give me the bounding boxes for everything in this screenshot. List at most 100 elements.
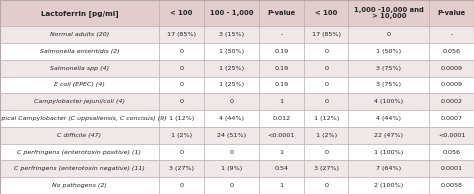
Bar [429, 43, 474, 60]
Bar [348, 60, 429, 76]
Text: P-value: P-value [267, 10, 295, 16]
Bar [429, 26, 474, 43]
Bar [348, 43, 429, 60]
Text: No pathogens (2): No pathogens (2) [52, 183, 107, 188]
Bar [304, 127, 348, 144]
Text: 0: 0 [229, 183, 233, 188]
Bar [259, 60, 304, 76]
Text: P-value: P-value [438, 10, 466, 16]
Text: 0.0009: 0.0009 [441, 82, 463, 87]
Text: 0.0058: 0.0058 [441, 183, 463, 188]
Text: 0: 0 [324, 49, 328, 54]
Bar [259, 43, 304, 60]
Text: 1,000 -10,000 and
> 10,000: 1,000 -10,000 and > 10,000 [354, 7, 424, 19]
Bar [348, 0, 429, 26]
Bar [304, 144, 348, 160]
Bar [159, 93, 204, 110]
Text: 0.0001: 0.0001 [441, 166, 463, 171]
Bar [259, 160, 304, 177]
Text: 0.0007: 0.0007 [441, 116, 463, 121]
Bar [304, 93, 348, 110]
Bar [204, 76, 259, 93]
Text: Salmonella enteritidis (2): Salmonella enteritidis (2) [39, 49, 119, 54]
Bar [348, 144, 429, 160]
Text: Campylobacter jejuni/coli (4): Campylobacter jejuni/coli (4) [34, 99, 125, 104]
Text: 0: 0 [179, 82, 183, 87]
Bar [159, 127, 204, 144]
Text: 0: 0 [387, 32, 391, 37]
Bar [0, 26, 159, 43]
Text: 0: 0 [324, 82, 328, 87]
Bar [429, 93, 474, 110]
Bar [259, 76, 304, 93]
Text: 0: 0 [324, 150, 328, 155]
Bar [204, 127, 259, 144]
Text: 3 (15%): 3 (15%) [219, 32, 244, 37]
Bar [348, 93, 429, 110]
Text: 1: 1 [279, 183, 283, 188]
Text: <0.0001: <0.0001 [438, 133, 465, 138]
Text: 22 (47%): 22 (47%) [374, 133, 403, 138]
Text: 3 (27%): 3 (27%) [314, 166, 338, 171]
Text: 1: 1 [279, 150, 283, 155]
Bar [0, 0, 159, 26]
Text: 1 (12%): 1 (12%) [313, 116, 339, 121]
Text: 0: 0 [179, 99, 183, 104]
Text: 1 (25%): 1 (25%) [219, 82, 244, 87]
Text: 17 (85%): 17 (85%) [167, 32, 196, 37]
Text: 0: 0 [179, 150, 183, 155]
Text: -: - [450, 32, 453, 37]
Bar [429, 160, 474, 177]
Bar [159, 160, 204, 177]
Bar [159, 144, 204, 160]
Text: 1 (2%): 1 (2%) [316, 133, 337, 138]
Bar [348, 110, 429, 127]
Bar [348, 160, 429, 177]
Text: 1 (50%): 1 (50%) [376, 49, 401, 54]
Text: C perfringens (enterotoxin negative) (11): C perfringens (enterotoxin negative) (11… [14, 166, 145, 171]
Text: 1 (25%): 1 (25%) [219, 66, 244, 71]
Bar [204, 177, 259, 194]
Bar [259, 0, 304, 26]
Text: 0.54: 0.54 [274, 166, 289, 171]
Text: 0: 0 [324, 66, 328, 71]
Text: Lactoferrin [pg/ml]: Lactoferrin [pg/ml] [41, 10, 118, 16]
Bar [204, 26, 259, 43]
Text: 1 (50%): 1 (50%) [219, 49, 244, 54]
Bar [159, 43, 204, 60]
Text: 0: 0 [179, 66, 183, 71]
Text: -: - [280, 32, 283, 37]
Bar [304, 0, 348, 26]
Bar [159, 0, 204, 26]
Text: 0.19: 0.19 [274, 49, 289, 54]
Text: <0.0001: <0.0001 [268, 133, 295, 138]
Bar [204, 0, 259, 26]
Bar [0, 144, 159, 160]
Text: 0: 0 [324, 183, 328, 188]
Bar [429, 144, 474, 160]
Text: < 100: < 100 [315, 10, 337, 16]
Text: 17 (85%): 17 (85%) [311, 32, 341, 37]
Text: 24 (51%): 24 (51%) [217, 133, 246, 138]
Bar [259, 144, 304, 160]
Bar [204, 43, 259, 60]
Bar [159, 76, 204, 93]
Text: 0.0002: 0.0002 [441, 99, 463, 104]
Text: Salmonella spp (4): Salmonella spp (4) [50, 66, 109, 71]
Bar [259, 26, 304, 43]
Text: 4 (44%): 4 (44%) [376, 116, 401, 121]
Text: C difficile (47): C difficile (47) [57, 133, 101, 138]
Bar [304, 76, 348, 93]
Text: 0.012: 0.012 [273, 116, 291, 121]
Bar [259, 177, 304, 194]
Bar [429, 177, 474, 194]
Bar [429, 0, 474, 26]
Text: 0.19: 0.19 [274, 82, 289, 87]
Bar [304, 110, 348, 127]
Bar [159, 60, 204, 76]
Bar [429, 110, 474, 127]
Text: 1 (100%): 1 (100%) [374, 150, 403, 155]
Bar [304, 177, 348, 194]
Text: 7 (64%): 7 (64%) [376, 166, 401, 171]
Text: 1 (2%): 1 (2%) [171, 133, 192, 138]
